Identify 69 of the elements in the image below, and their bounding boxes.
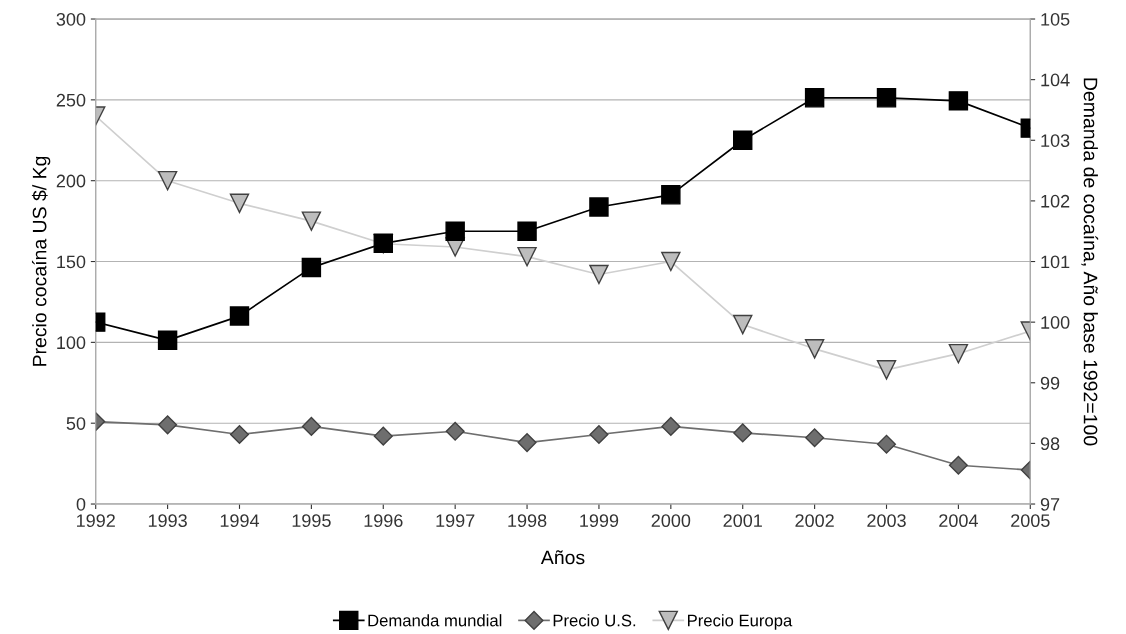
- point: [589, 424, 609, 445]
- point: [661, 185, 681, 205]
- x-tick-label: 2003: [867, 514, 906, 528]
- point: [158, 415, 178, 435]
- legend-label: Demanda mundial: [368, 614, 502, 627]
- point: [445, 421, 465, 441]
- y2-tick-label: 98: [1040, 437, 1060, 451]
- point: [876, 88, 897, 108]
- y-axis-title: Precio cocaína US $/ Kg: [31, 156, 51, 366]
- point: [301, 257, 322, 278]
- point: [661, 251, 681, 272]
- point: [301, 416, 321, 436]
- point: [948, 91, 969, 111]
- x-tick-label: 1993: [148, 514, 187, 528]
- point: [733, 423, 753, 443]
- point: [445, 221, 465, 241]
- y-tick-label: 100: [57, 336, 86, 350]
- y-tick-label: 250: [56, 93, 86, 107]
- x-tick-label: 1998: [508, 514, 547, 528]
- y-tick-label: 50: [66, 417, 86, 430]
- legend-label: Precio U.S.: [553, 614, 636, 627]
- y-tick-label: 150: [57, 255, 86, 269]
- point: [373, 426, 393, 446]
- y2-tick-label: 105: [1041, 12, 1070, 26]
- point: [517, 246, 537, 267]
- x-tick-label: 1997: [436, 514, 475, 528]
- point: [589, 197, 609, 217]
- x-tick-label: 1994: [220, 514, 260, 528]
- y-tick-label: 300: [56, 12, 86, 26]
- y2-tick-label: 103: [1041, 134, 1070, 147]
- point: [948, 455, 968, 475]
- y-tick-label: 0: [76, 497, 86, 511]
- point: [733, 314, 753, 335]
- point: [876, 360, 897, 380]
- point: [229, 193, 250, 214]
- y2-axis-title: Demanda de cocaína, Año base 1992=100: [1081, 78, 1099, 446]
- point: [157, 330, 178, 351]
- x-axis-title: Años: [540, 550, 585, 565]
- point: [733, 130, 753, 150]
- point: [157, 170, 178, 191]
- y2-tick-label: 97: [1040, 497, 1060, 511]
- y2-tick-label: 100: [1041, 316, 1070, 329]
- y-tick-label: 200: [56, 174, 86, 188]
- y2-tick-label: 99: [1040, 376, 1060, 390]
- x-tick-label: 1999: [580, 514, 619, 528]
- point: [589, 264, 609, 285]
- point: [948, 343, 969, 364]
- point: [876, 434, 897, 454]
- x-tick-label: 1996: [364, 514, 403, 528]
- x-tick-label: 1995: [292, 514, 331, 528]
- point: [804, 339, 825, 359]
- point: [661, 416, 681, 436]
- x-tick-label: 2004: [939, 514, 978, 528]
- x-tick-label: 2000: [651, 514, 691, 528]
- point: [804, 88, 825, 108]
- x-tick-label: 2002: [795, 514, 834, 528]
- y2-tick-label: 102: [1041, 194, 1070, 208]
- point: [229, 306, 250, 326]
- point: [517, 221, 537, 241]
- point: [805, 428, 825, 448]
- point: [229, 424, 250, 445]
- x-tick-label: 1992: [77, 514, 115, 528]
- y2-tick-label: 101: [1041, 255, 1070, 269]
- point: [301, 211, 322, 231]
- x-tick-label: 2005: [1011, 514, 1050, 528]
- x-tick-label: 2001: [723, 514, 762, 528]
- legend-label: Precio Europa: [688, 614, 793, 630]
- y2-tick-label: 104: [1041, 73, 1070, 87]
- point: [517, 433, 537, 453]
